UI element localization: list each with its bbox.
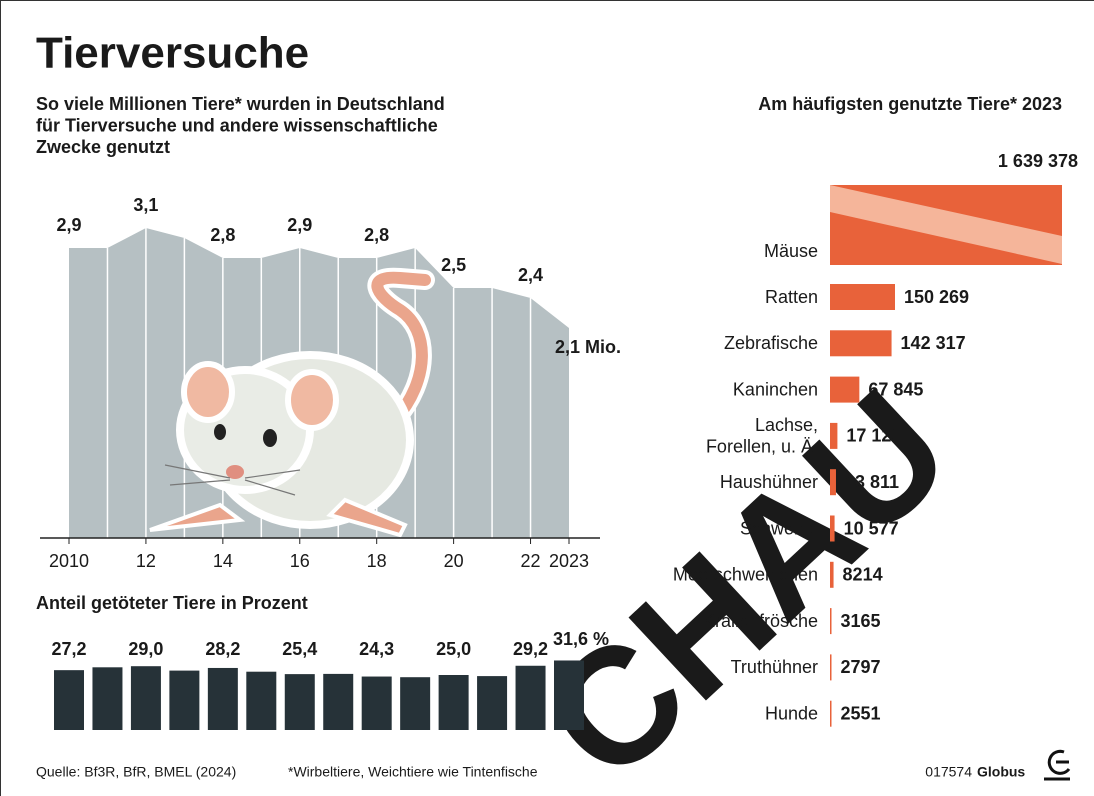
bar xyxy=(169,671,199,730)
page: {"header": {"title": "Tierversuche"}, "c… xyxy=(0,0,1094,796)
x-tick-label: 22 xyxy=(521,551,541,571)
value-label: 2,4 xyxy=(518,265,543,285)
x-tick-label: 14 xyxy=(213,551,233,571)
x-tick-label: 20 xyxy=(444,551,464,571)
value-label: 150 269 xyxy=(904,287,969,307)
bar xyxy=(516,666,546,730)
value-label: 29,0 xyxy=(128,639,163,659)
hbar-subtitle: Am häufigsten genutzte Tiere* 2023 xyxy=(758,94,1062,114)
bar xyxy=(246,672,276,730)
value-label: 1 639 378 xyxy=(998,151,1078,171)
category-label: Haushühner xyxy=(720,472,818,492)
footer-note: *Wirbeltiere, Weichtiere wie Tintenfisch… xyxy=(288,764,538,780)
category-label: Schweine xyxy=(740,518,818,538)
bar xyxy=(830,469,836,495)
value-label: 31,6 % xyxy=(553,629,609,649)
value-label: 2,8 xyxy=(364,225,389,245)
category-label: Hunde xyxy=(765,703,818,723)
infographic: CHAU Tierversuche So viele Millionen Tie… xyxy=(0,0,1094,796)
bar xyxy=(323,674,353,730)
value-label: 13 811 xyxy=(845,472,899,492)
value-label: 2,5 xyxy=(441,255,466,275)
value-label: 28,2 xyxy=(205,639,240,659)
category-label: Kaninchen xyxy=(733,379,818,399)
category-label: Zebrafische xyxy=(724,333,818,353)
bar xyxy=(400,677,430,730)
bar xyxy=(830,423,837,449)
x-tick-label: 12 xyxy=(136,551,156,571)
value-label: 2,8 xyxy=(210,225,235,245)
x-tick-label: 2010 xyxy=(49,551,89,571)
bar xyxy=(830,701,832,727)
value-label: 8214 xyxy=(843,565,883,585)
value-label: 25,4 xyxy=(282,639,317,659)
value-label: 2,9 xyxy=(287,215,312,235)
value-label: 27,2 xyxy=(51,639,86,659)
value-label: 142 317 xyxy=(901,333,966,353)
footer-id: 017574 xyxy=(925,764,972,780)
footer-source: Quelle: Bf3R, BfR, BMEL (2024) xyxy=(36,764,236,780)
bar xyxy=(830,330,892,356)
category-label: Mäuse xyxy=(764,241,818,261)
value-label: 24,3 xyxy=(359,639,394,659)
bar xyxy=(92,667,122,730)
logo xyxy=(1044,751,1070,779)
x-tick-label: 16 xyxy=(290,551,310,571)
bar xyxy=(362,677,392,730)
value-label: 17 120 xyxy=(846,426,901,446)
category-label: Truthühner xyxy=(731,657,818,677)
bar xyxy=(830,562,834,588)
x-tick-label: 18 xyxy=(367,551,387,571)
value-label: 2,1 Mio. xyxy=(555,337,621,357)
bar xyxy=(830,284,895,310)
bar xyxy=(285,674,315,730)
value-label: 3,1 xyxy=(133,195,158,215)
footer-brand: Globus xyxy=(977,764,1025,780)
x-tick-label: 2023 xyxy=(549,551,589,571)
category-label: Ratten xyxy=(765,287,818,307)
value-label: 67 845 xyxy=(868,379,923,399)
bar xyxy=(208,668,238,730)
bar xyxy=(439,675,469,730)
category-label: Krallenfrösche xyxy=(703,611,818,631)
category-label: Meerschweinchen xyxy=(673,565,818,585)
bar xyxy=(830,377,859,403)
bar xyxy=(131,666,161,730)
value-label: 25,0 xyxy=(436,639,471,659)
area-subtitle: So viele Millionen Tiere* wurden in Deut… xyxy=(36,94,445,157)
bar xyxy=(830,516,835,542)
value-label: 29,2 xyxy=(513,639,548,659)
category-label: Lachse,Forellen, u. Ä. xyxy=(706,415,818,457)
bar-subtitle: Anteil getöteter Tiere in Prozent xyxy=(36,593,308,613)
bar xyxy=(830,608,832,634)
bar xyxy=(830,654,832,680)
value-label: 2797 xyxy=(841,657,881,677)
value-label: 10 577 xyxy=(844,518,899,538)
value-label: 2551 xyxy=(841,703,881,723)
bar xyxy=(477,676,507,730)
value-label: 3165 xyxy=(841,611,881,631)
title: Tierversuche xyxy=(36,29,309,78)
bar xyxy=(54,670,84,730)
bar xyxy=(554,660,584,730)
value-label: 2,9 xyxy=(56,215,81,235)
